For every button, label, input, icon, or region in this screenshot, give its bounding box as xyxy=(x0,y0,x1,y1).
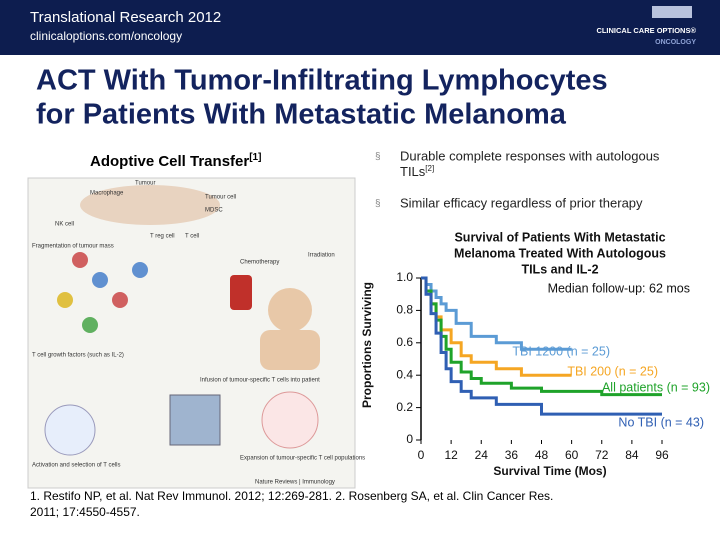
patient-body xyxy=(260,330,320,370)
illustration: Tumour Macrophage Tumour cell MDSC NK ce… xyxy=(27,177,365,489)
figure-label: Tumour cell xyxy=(205,195,236,201)
x-tick-label: 96 xyxy=(655,448,669,462)
y-tick-label: 0.6 xyxy=(396,335,413,349)
x-tick-label: 24 xyxy=(475,448,489,462)
bullet-text: Durable complete responses with autologo… xyxy=(400,148,660,163)
survival-chart: Survival of Patients With Metastatic Mela… xyxy=(360,230,710,478)
survival-curve xyxy=(421,276,662,416)
figure-label: T cell growth factors (such as IL-2) xyxy=(32,353,124,359)
tumour-shape xyxy=(80,185,220,225)
figure-label: MDSC xyxy=(205,208,223,214)
figure-label: T reg cell xyxy=(150,234,175,240)
chart-title: Survival of Patients With Metastatic xyxy=(454,230,665,244)
logo-name: CLINICAL CARE OPTIONS® xyxy=(596,26,696,35)
reference: 2011; 17:4550-4557. xyxy=(30,505,140,519)
figure-label: Irradiation xyxy=(308,253,335,259)
figure-label: Activation and selection of T cells xyxy=(32,463,121,469)
figure-label: Expansion of tumour-specific T cell popu… xyxy=(240,456,365,462)
survival-curve xyxy=(421,276,572,351)
x-tick-label: 84 xyxy=(625,448,639,462)
cell xyxy=(92,272,108,288)
x-tick-label: 48 xyxy=(535,448,549,462)
y-tick-label: 0.8 xyxy=(396,303,413,317)
figure-label: Macrophage xyxy=(90,191,124,197)
y-tick-label: 0.2 xyxy=(396,400,413,414)
header-title: Translational Research 2012 xyxy=(30,9,221,26)
figure-label: Chemotherapy xyxy=(240,260,279,266)
dish xyxy=(261,391,319,449)
figure-label: Infusion of tumour-specific T cells into… xyxy=(200,378,320,384)
series-label: All patients (n = 93) xyxy=(602,380,710,394)
y-tick-label: 1.0 xyxy=(396,270,413,284)
cell xyxy=(72,252,88,268)
bullet-marker: § xyxy=(375,152,381,163)
cell xyxy=(57,292,73,308)
figure-label: T cell xyxy=(185,234,199,240)
bullet-text: TILs[2] xyxy=(400,164,434,179)
cell xyxy=(82,317,98,333)
figure-label: Tumour xyxy=(135,181,155,187)
x-tick-label: 36 xyxy=(505,448,519,462)
figure-heading: Adoptive Cell Transfer[1] xyxy=(90,152,261,170)
x-tick-label: 72 xyxy=(595,448,609,462)
x-tick-label: 60 xyxy=(565,448,579,462)
x-tick-label: 0 xyxy=(418,448,425,462)
logo-mark xyxy=(652,6,692,18)
slide-title: for Patients With Metastatic Melanoma xyxy=(36,99,567,131)
x-axis-label: Survival Time (Mos) xyxy=(493,464,606,478)
y-tick-label: 0 xyxy=(406,432,413,446)
figure-label: Nature Reviews | Immunology xyxy=(255,480,335,486)
chart-title: Melanoma Treated With Autologous xyxy=(454,246,666,260)
bullet-marker: § xyxy=(375,199,381,210)
slide-title: ACT With Tumor-Infiltrating Lymphocytes xyxy=(36,65,608,97)
chart-title: TILs and IL-2 xyxy=(521,262,598,276)
figure-label: NK cell xyxy=(55,222,74,228)
chart-subtitle: Median follow-up: 62 mos xyxy=(548,281,690,295)
patient-head xyxy=(268,288,312,332)
reference: 1. Restifo NP, et al. Nat Rev Immunol. 2… xyxy=(30,489,553,503)
bullet-text: Similar efficacy regardless of prior the… xyxy=(400,195,643,210)
y-axis-label: Proportions Surviving xyxy=(360,282,374,408)
logo-sub: ONCOLOGY xyxy=(655,39,696,46)
series-label: No TBI (n = 43) xyxy=(618,415,704,429)
header-url: clinicaloptions.com/oncology xyxy=(30,29,182,43)
header-band xyxy=(0,0,720,55)
x-tick-label: 12 xyxy=(444,448,458,462)
series-label: TBI 200 (n = 25) xyxy=(567,364,658,378)
dish xyxy=(44,404,96,456)
series-label: TBI 1200 (n = 25) xyxy=(512,344,610,358)
cell xyxy=(132,262,148,278)
figure-label: Fragmentation of tumour mass xyxy=(32,244,114,250)
flask xyxy=(169,394,221,446)
cell xyxy=(112,292,128,308)
y-tick-label: 0.4 xyxy=(396,367,413,381)
infusion-bag xyxy=(230,275,252,310)
